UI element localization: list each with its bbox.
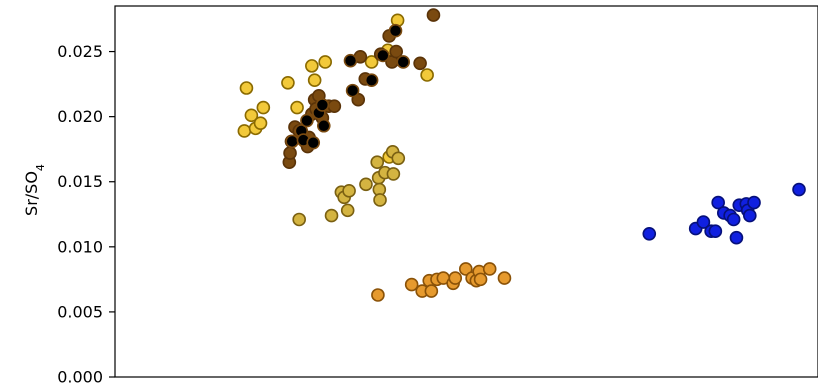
scatter-point (340, 203, 355, 218)
scatter-point (373, 193, 387, 207)
scatter-point (389, 44, 404, 59)
scatter-point (283, 146, 297, 160)
scatter-point (305, 59, 319, 73)
scatter-point (642, 227, 657, 241)
scatter-point (281, 76, 295, 90)
scatter-point (343, 53, 358, 68)
scatter-point (743, 208, 757, 223)
scatter-point (711, 195, 725, 210)
y-axis-label-main: Sr/SO (22, 171, 41, 216)
scatter-point (244, 108, 259, 123)
scatter-series (292, 144, 406, 227)
scatter-point (482, 262, 497, 276)
y-axis-label: Sr/SO4 (22, 164, 47, 216)
scatter-series (237, 13, 434, 164)
scatter-point (300, 113, 314, 128)
scatter-point (386, 167, 401, 181)
scatter-point (391, 151, 406, 166)
scatter-point (364, 73, 379, 87)
scatter-point (497, 271, 512, 285)
scatter-series (642, 182, 806, 245)
scatter-point (696, 215, 711, 229)
scatter-point (708, 224, 723, 239)
scatter-point (315, 98, 330, 112)
scatter-point (318, 55, 332, 69)
y-axis-ticks: 0.000 0.005 0.010 0.015 0.020 0.025 (57, 42, 115, 387)
scatter-point (404, 277, 419, 292)
y-tick-label: 0.020 (57, 107, 103, 126)
scatter-point (448, 271, 463, 285)
scatter-point (290, 100, 304, 115)
scatter-point (370, 155, 385, 170)
y-tick-label: 0.005 (57, 302, 103, 321)
scatter-point (729, 230, 744, 245)
scatter-point (792, 182, 806, 197)
scatter-point (327, 99, 342, 114)
scatter-point (364, 55, 379, 69)
scatter-point (307, 73, 322, 87)
scatter-point (371, 288, 385, 302)
scatter-point (747, 195, 761, 210)
scatter-point (292, 212, 306, 227)
scatter-point (345, 83, 360, 98)
scatter-point (285, 134, 299, 149)
scatter-point (396, 55, 411, 69)
y-tick-label: 0.015 (57, 172, 103, 191)
scatter-point (473, 272, 488, 287)
scatter-series (371, 262, 512, 302)
scatter-point (376, 48, 390, 63)
scatter-point (253, 116, 268, 130)
y-tick-label: 0.000 (57, 368, 103, 387)
scatter-point (426, 8, 441, 22)
scatter-point (424, 284, 439, 298)
scatter-point (420, 68, 434, 82)
scatter-series (285, 23, 411, 150)
scatter-point (342, 184, 356, 198)
scatter-point (726, 212, 741, 227)
scatter-point (324, 208, 339, 223)
scatter-point (316, 118, 331, 133)
scatter-point (359, 177, 373, 192)
y-tick-label: 0.010 (57, 237, 103, 256)
scatter-points (237, 8, 806, 302)
scatter-point (237, 124, 252, 138)
scatter-point (306, 135, 321, 150)
y-axis-label-subscript: 4 (34, 164, 47, 171)
plot-frame (114, 5, 818, 378)
scatter-point (239, 81, 254, 95)
y-tick-label: 0.025 (57, 42, 103, 61)
scatter-point (413, 56, 427, 71)
scatter-point (388, 23, 403, 38)
scatter-point (458, 262, 473, 276)
scatter-point (256, 100, 271, 115)
